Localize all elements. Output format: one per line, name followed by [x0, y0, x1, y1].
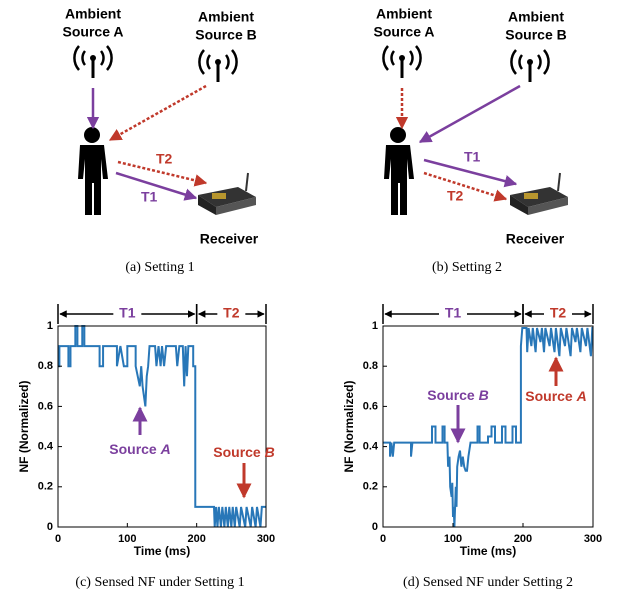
antenna: [199, 50, 236, 82]
bracket-label: T1: [445, 305, 462, 321]
y-tick-label: 0.4: [363, 441, 379, 453]
bracket-label: T1: [119, 305, 136, 321]
person: [78, 127, 108, 215]
annotation-letter: A: [160, 441, 171, 457]
source-label: Source B: [195, 27, 256, 43]
source-label: Ambient: [198, 9, 254, 25]
x-axis-label: Time (ms): [460, 544, 516, 558]
figure: Ambient Source A Ambient Source B T2 T1 …: [0, 0, 621, 600]
annotation-text: Source: [525, 388, 573, 404]
y-tick-label: 0.6: [363, 400, 378, 412]
y-tick-label: 0.2: [38, 481, 53, 493]
y-tick-label: 0: [372, 521, 378, 533]
annotation-letter: B: [479, 387, 489, 403]
y-tick-label: 0.8: [363, 360, 378, 372]
y-axis-label: NF (Normalized): [17, 380, 31, 472]
t2-label: T2: [156, 151, 173, 167]
annotation-text: Source: [427, 387, 475, 403]
x-tick-label: 100: [444, 533, 462, 545]
x-tick-label: 200: [514, 533, 532, 545]
x-tick-label: 0: [55, 533, 61, 545]
x-tick-label: 0: [380, 533, 386, 545]
receiver-label: Receiver: [506, 231, 565, 247]
annotation-text: Source: [109, 441, 157, 457]
annotation-letter: A: [576, 388, 587, 404]
data-line: [383, 328, 593, 527]
y-tick-label: 0.8: [38, 360, 53, 372]
arrow: [110, 86, 206, 140]
x-tick-label: 300: [584, 533, 602, 545]
annotation: Source B: [213, 444, 274, 460]
annotation: Source A: [525, 388, 586, 404]
t1-label: T1: [464, 149, 481, 165]
receiver-board: [198, 173, 256, 215]
annotation: Source B: [427, 387, 488, 403]
receiver-board: [510, 173, 568, 215]
source-label: Source A: [63, 24, 124, 40]
x-axis-label: Time (ms): [134, 544, 190, 558]
y-tick-label: 0.4: [38, 441, 54, 453]
caption: (d) Sensed NF under Setting 2: [403, 575, 573, 590]
source-label: Source B: [505, 27, 566, 43]
caption: (c) Sensed NF under Setting 1: [75, 575, 244, 590]
caption: (b) Setting 2: [432, 260, 502, 275]
annotation-text: Source: [213, 444, 261, 460]
bracket-label: T2: [223, 305, 240, 321]
antenna: [74, 46, 111, 78]
y-tick-label: 0: [47, 521, 53, 533]
panel-a: Ambient Source A Ambient Source B T2 T1 …: [63, 6, 259, 276]
y-tick-label: 1: [372, 320, 378, 332]
y-tick-label: 1: [47, 320, 53, 332]
arrow: [420, 86, 520, 142]
t2-label: T2: [447, 188, 464, 204]
annotation-letter: B: [265, 444, 275, 460]
x-tick-label: 300: [257, 533, 275, 545]
x-tick-label: 100: [118, 533, 136, 545]
source-label: Ambient: [508, 9, 564, 25]
source-label: Ambient: [65, 6, 121, 22]
person: [384, 127, 414, 215]
y-tick-label: 0.2: [363, 481, 378, 493]
t1-label: T1: [141, 189, 158, 205]
annotation: Source A: [109, 441, 170, 457]
data-line: [58, 326, 266, 527]
x-tick-label: 200: [187, 533, 205, 545]
panel-b: Ambient Source A Ambient Source B T1 T2 …: [374, 6, 568, 276]
source-label: Ambient: [376, 6, 432, 22]
bracket-label: T2: [550, 305, 567, 321]
y-tick-label: 0.6: [38, 400, 53, 412]
caption: (a) Setting 1: [125, 260, 194, 275]
source-label: Source A: [374, 24, 435, 40]
y-axis-label: NF (Normalized): [342, 380, 356, 472]
antenna: [383, 46, 420, 78]
antenna: [511, 50, 548, 82]
plot-frame: [383, 326, 593, 527]
receiver-label: Receiver: [200, 231, 259, 247]
